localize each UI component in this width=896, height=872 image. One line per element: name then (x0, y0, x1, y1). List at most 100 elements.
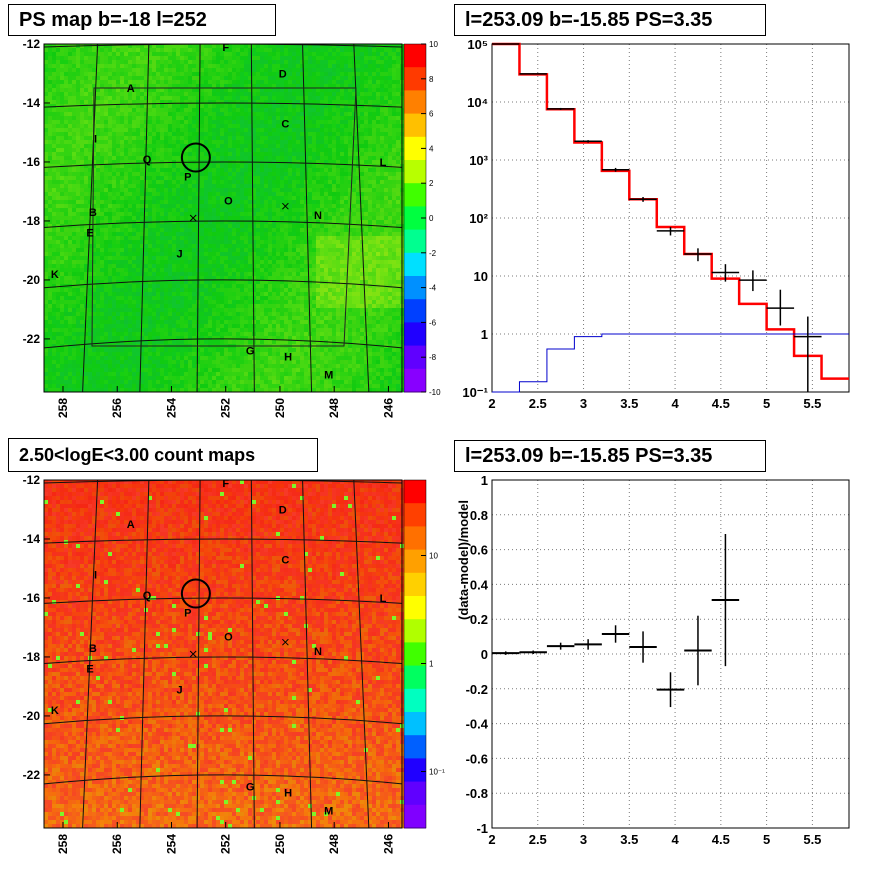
residual-title: l=253.09 b=-15.85 PS=3.35 (454, 440, 766, 472)
source-label: H (284, 788, 292, 800)
y-tick-label: -22 (23, 332, 41, 346)
x-tick-label: 4 (671, 396, 679, 411)
source-label: O (224, 195, 233, 207)
cross-marker (282, 638, 289, 646)
colorbar-tick-label: -10 (429, 388, 441, 397)
source-label: E (86, 664, 93, 676)
source-label: Q (143, 154, 152, 166)
y-tick-label: 0.8 (470, 508, 488, 523)
colorbar-segment (404, 712, 426, 736)
roi-boundary (91, 87, 357, 347)
colorbar-tick-label: -2 (429, 249, 437, 258)
x-tick-label: 250 (273, 834, 287, 854)
count-map-panel: 2.50<logE<3.00 count maps -12 -14 -16 -18 -2… (0, 436, 448, 872)
source-label: B (89, 643, 97, 655)
source-label: L (380, 593, 387, 605)
grid-line-longitude (302, 43, 313, 393)
colorbar-segment (404, 44, 426, 68)
spectrum-title: l=253.09 b=-15.85 PS=3.35 (454, 4, 766, 36)
x-tick-label: 258 (56, 398, 70, 418)
y-tick-label: -1 (476, 821, 488, 836)
source-label: E (86, 228, 93, 240)
x-tick-label: 2.5 (529, 832, 547, 847)
grid-line-longitude (250, 43, 255, 393)
source-label: I (94, 133, 97, 145)
source-label: F (222, 42, 229, 54)
x-tick-label: 248 (327, 834, 341, 854)
grid-line-longitude (82, 43, 99, 393)
cross-marker (189, 650, 197, 658)
source-label: J (177, 248, 183, 260)
x-tick-label: 4.5 (712, 832, 730, 847)
x-tick-label: 254 (164, 398, 178, 418)
colorbar-segment (404, 252, 426, 277)
x-tick-label: 2 (488, 396, 495, 411)
x-tick-label: 252 (219, 398, 233, 418)
y-axis-label: (data-model)/model (456, 500, 471, 620)
source-label: L (380, 157, 387, 169)
spectrum-chart: 2 2.5 3 3.5 4 4.5 5 5.5 10⁻¹ 1 10 10² 10³ 10⁴ 10⁵ (462, 37, 850, 411)
y-tick-label: -0.4 (466, 717, 489, 732)
grid-line-longitude (139, 43, 150, 393)
colorbar-segment (404, 113, 426, 138)
colorbar-tick-label: 4 (429, 144, 434, 153)
model-step-line (492, 42, 849, 380)
plot-frame (491, 43, 850, 393)
colorbar-segment (404, 619, 426, 643)
heatmap-cells (44, 480, 405, 829)
colorbar-segment (404, 596, 426, 620)
y-tick-label: 1 (481, 327, 488, 342)
colorbar-segment (404, 758, 426, 783)
y-tick-label: -12 (23, 37, 41, 51)
grid-line-longitude (196, 43, 201, 393)
grid-line-latitude (43, 279, 403, 289)
source-label: I (94, 569, 97, 581)
colorbar-tick-label: 1 (429, 660, 434, 669)
x-tick-label: 256 (110, 834, 124, 854)
colorbar-segment (404, 345, 426, 370)
y-tick-label: -22 (23, 768, 41, 782)
grid-line-longitude (353, 43, 370, 393)
colorbar-segment (404, 160, 426, 184)
grid-line-latitude (43, 656, 403, 665)
residual-panel: l=253.09 b=-15.85 PS=3.35 2 2.5 3 3.5 4 4.5 5 5… (448, 436, 896, 872)
x-tick-label: 258 (56, 834, 70, 854)
plot-frame (43, 479, 403, 829)
source-label: M (324, 369, 333, 381)
source-label: P (184, 608, 191, 620)
source-label: B (89, 207, 97, 219)
colorbar-segment (404, 665, 426, 690)
y-tick-label: 0 (481, 647, 488, 662)
colorbar-segment (404, 735, 426, 759)
colorbar-segment (404, 276, 426, 300)
candidate-position-circle (180, 142, 211, 173)
x-tick-label: 5.5 (803, 396, 821, 411)
y-tick-label: 10 (474, 269, 488, 284)
x-tick-label: 256 (110, 398, 124, 418)
source-label: A (127, 519, 135, 531)
ps-map-title: PS map b=-18 l=252 (8, 4, 276, 36)
y-tick-label: -0.6 (466, 751, 488, 766)
colorbar-segment (404, 503, 426, 527)
x-tick-label: 5 (763, 832, 770, 847)
grid-line-latitude (43, 161, 403, 168)
colorbar-segment (404, 688, 426, 713)
colorbar-tick-label: -8 (429, 353, 437, 362)
colorbar-segment (404, 368, 426, 393)
colorbar-segment (404, 299, 426, 323)
colorbar-tick-label: 10 (429, 40, 438, 49)
y-tick-label: -20 (23, 273, 41, 287)
source-label: C (281, 119, 289, 131)
grid-line-latitude (43, 338, 403, 349)
colorbar-segment (404, 549, 426, 574)
colorbar-tick-label: 8 (429, 75, 434, 84)
source-label: O (224, 631, 233, 643)
x-tick-label: 248 (327, 398, 341, 418)
colorbar-segment (404, 572, 426, 597)
y-tick-label: -0.8 (466, 786, 488, 801)
ps-map-panel: PS map b=-18 l=252 -12 -14 -16 -18 -20 -22 258… (0, 0, 448, 436)
grid-line-longitude (250, 479, 255, 829)
y-tick-label: -14 (23, 96, 41, 110)
x-tick-label: 4.5 (712, 396, 730, 411)
colorbar-segment (404, 90, 426, 115)
